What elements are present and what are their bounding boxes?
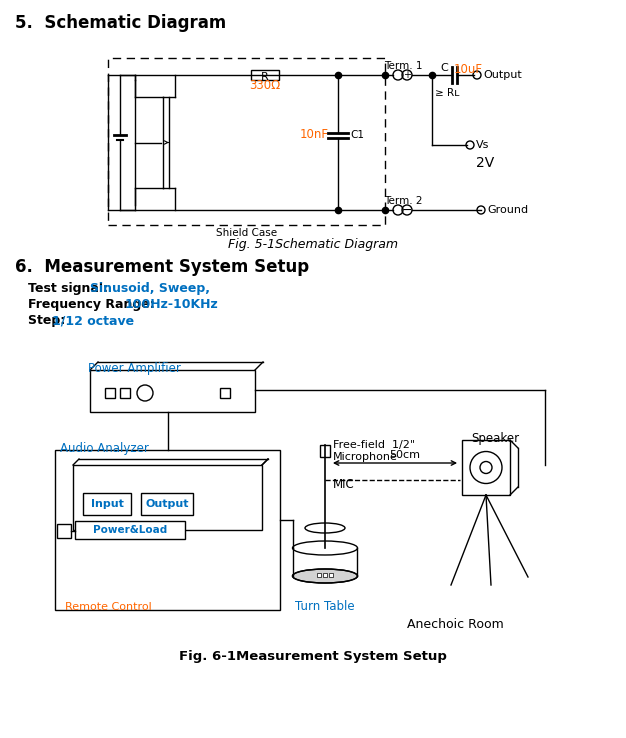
Text: Shield Case: Shield Case — [216, 228, 277, 238]
Circle shape — [470, 452, 502, 483]
Bar — [320, 445, 330, 457]
Bar — [329, 573, 333, 577]
Text: 10uF: 10uF — [454, 63, 483, 76]
Text: 330Ω: 330Ω — [249, 79, 280, 92]
Bar — [323, 573, 327, 577]
Text: 100Hz-10KHz: 100Hz-10KHz — [125, 298, 218, 311]
Text: Output: Output — [483, 70, 521, 80]
Text: MIC: MIC — [333, 478, 355, 492]
Text: 10nF: 10nF — [300, 128, 329, 141]
Text: Vs: Vs — [476, 140, 490, 150]
Bar — [55, 450, 280, 610]
Ellipse shape — [292, 569, 357, 583]
Bar — [462, 440, 510, 495]
Ellipse shape — [305, 523, 345, 533]
Text: C: C — [440, 63, 448, 73]
Text: −: − — [402, 204, 413, 216]
Text: Term. 2: Term. 2 — [384, 196, 423, 206]
Text: 1/12 octave: 1/12 octave — [52, 314, 134, 327]
Text: Test signal:: Test signal: — [28, 282, 113, 295]
Bar — [251, 70, 279, 80]
Text: Input: Input — [91, 499, 123, 509]
Bar — [73, 465, 262, 530]
Text: 2V: 2V — [476, 156, 495, 170]
Bar — [141, 493, 193, 515]
Text: Power Amplifier: Power Amplifier — [88, 362, 181, 375]
Bar — [75, 521, 185, 539]
Text: R: R — [261, 72, 269, 82]
Text: Output: Output — [145, 499, 189, 509]
Text: +: + — [403, 70, 411, 80]
Text: 5.  Schematic Diagram: 5. Schematic Diagram — [15, 14, 226, 32]
Text: Term. 1: Term. 1 — [384, 61, 423, 71]
Text: Fig. 6-1Measurement System Setup: Fig. 6-1Measurement System Setup — [179, 650, 447, 663]
Text: 6.  Measurement System Setup: 6. Measurement System Setup — [15, 258, 309, 276]
Text: C1: C1 — [350, 129, 364, 139]
Bar — [83, 493, 131, 515]
Text: ≥ Rʟ: ≥ Rʟ — [435, 88, 459, 98]
Bar — [108, 58, 385, 225]
Text: Free-field  1/2": Free-field 1/2" — [333, 440, 415, 450]
Text: Turn Table: Turn Table — [295, 600, 355, 613]
Text: Ground: Ground — [487, 205, 528, 215]
Text: Step:: Step: — [28, 314, 69, 327]
Circle shape — [480, 461, 492, 474]
Text: Sinusoid, Sweep,: Sinusoid, Sweep, — [90, 282, 210, 295]
Circle shape — [137, 385, 153, 401]
Text: Speaker: Speaker — [471, 432, 519, 445]
Bar — [220, 388, 230, 398]
Text: Microphone: Microphone — [333, 452, 398, 462]
Bar — [105, 388, 115, 398]
Text: Remote Control: Remote Control — [65, 602, 151, 612]
Text: Fig. 5-1Schematic Diagram: Fig. 5-1Schematic Diagram — [228, 238, 398, 251]
Ellipse shape — [292, 541, 357, 555]
Text: Power&Load: Power&Load — [93, 525, 167, 535]
Text: Anechoic Room: Anechoic Room — [407, 618, 503, 631]
Text: Frequency Range:: Frequency Range: — [28, 298, 155, 311]
Bar — [90, 370, 255, 412]
Text: Audio Analyzer: Audio Analyzer — [60, 442, 149, 455]
Bar — [57, 524, 71, 538]
Bar — [120, 388, 130, 398]
Text: 50cm: 50cm — [389, 450, 421, 460]
Bar — [317, 573, 321, 577]
